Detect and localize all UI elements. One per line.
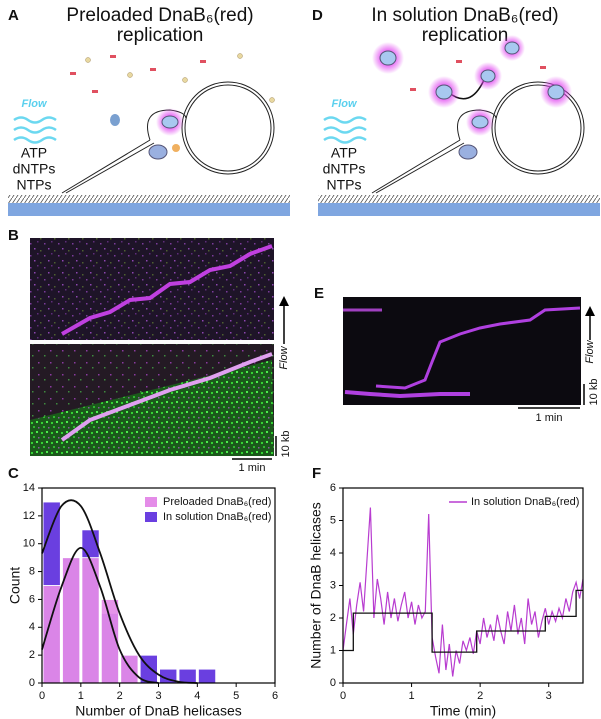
y-tick-label: 2 — [330, 612, 336, 624]
x-tick-label: 5 — [233, 690, 239, 702]
y-axis-label: Count — [7, 567, 23, 604]
legend-label: In solution DnaB₆(red) — [163, 511, 271, 523]
histogram-bar — [197, 668, 217, 684]
x-tick-label: 1 — [409, 690, 415, 702]
length-scale: 10 kb — [588, 379, 600, 406]
y-tick-label: 4 — [29, 621, 35, 633]
reagent: NTPs — [17, 177, 52, 193]
flow-waves — [323, 116, 367, 144]
dna-circle — [181, 81, 275, 175]
protein — [172, 144, 180, 152]
panel-label: D — [312, 7, 323, 24]
dna-strand — [61, 139, 155, 194]
legend-label: Preloaded DnaB₆(red) — [163, 496, 271, 508]
y-tick-label: 10 — [23, 538, 35, 550]
flow-label: Flow — [331, 98, 357, 110]
protein — [110, 114, 120, 126]
x-tick-label: 2 — [117, 690, 123, 702]
flow-arrow-head — [585, 306, 595, 316]
x-tick-label: 3 — [546, 690, 552, 702]
x-tick-label: 2 — [477, 690, 483, 702]
polymerase — [458, 144, 478, 160]
y-tick-label: 12 — [23, 510, 35, 522]
legend-swatch — [145, 497, 157, 507]
kymograph-image — [30, 238, 274, 340]
x-tick-label: 1 — [78, 690, 84, 702]
time-scale: 1 min — [239, 462, 266, 474]
time-scale: 1 min — [536, 412, 563, 424]
line-trace — [342, 507, 584, 677]
flow-label: Flow — [278, 345, 290, 369]
y-tick-label: 0 — [29, 677, 35, 689]
fit-curve — [41, 546, 159, 684]
x-axis-label: Time (min) — [430, 703, 496, 719]
panel-title: replication — [422, 25, 509, 46]
panel-title: Preloaded DnaB₆(red) — [66, 5, 253, 26]
kymograph-image — [343, 297, 581, 405]
x-tick-label: 6 — [272, 690, 278, 702]
x-tick-label: 0 — [39, 690, 45, 702]
histogram-bar — [178, 668, 197, 684]
panel-label: A — [8, 7, 19, 24]
kymograph-trace — [344, 390, 470, 399]
flow-label: Flow — [21, 98, 47, 110]
step-fit — [343, 589, 583, 653]
y-tick-label: 5 — [330, 514, 336, 526]
y-tick-label: 4 — [330, 547, 336, 559]
reagent: dNTPs — [323, 161, 366, 177]
histogram-bar — [120, 654, 139, 684]
x-axis-label: Number of DnaB helicases — [75, 703, 242, 719]
surface-hatch — [318, 195, 600, 203]
reagent: ATP — [331, 145, 357, 161]
fit-curve — [41, 499, 198, 684]
y-tick-label: 2 — [29, 649, 35, 661]
helicases — [372, 35, 572, 136]
kymograph-green — [30, 360, 274, 456]
y-tick-label: 6 — [330, 482, 336, 494]
y-tick-label: 3 — [330, 579, 336, 591]
panel-label: F — [312, 465, 321, 482]
legend-label: In solution DnaB₆(red) — [471, 496, 579, 508]
x-tick-label: 4 — [194, 690, 200, 702]
y-tick-label: 1 — [330, 644, 336, 656]
kymograph-trace — [60, 352, 273, 442]
reagent: NTPs — [327, 177, 362, 193]
legend-swatch — [145, 512, 157, 522]
length-scale: 10 kb — [280, 431, 292, 458]
flow-arrow-head — [279, 296, 289, 306]
helicase — [161, 115, 179, 129]
kymograph-b: B Flow 1 min 10 kb — [8, 227, 292, 474]
schematic-d: D In solution DnaB₆(red) replication Flo… — [312, 5, 600, 216]
y-axis-label: Number of DnaB helicases — [308, 502, 324, 669]
surface — [8, 203, 290, 216]
panel-title: replication — [117, 25, 204, 46]
polymerase — [148, 144, 168, 160]
y-tick-label: 0 — [330, 677, 336, 689]
surface-hatch — [8, 195, 290, 203]
panel-label: E — [314, 285, 324, 302]
reagent: dNTPs — [13, 161, 56, 177]
flow-label: Flow — [584, 339, 596, 363]
kymograph-trace — [375, 306, 581, 390]
dna-circle — [184, 84, 272, 172]
y-tick-label: 6 — [29, 593, 35, 605]
dna-strand — [371, 139, 465, 194]
schematic-a: A Preloaded DnaB₆(red) replication Flow … — [8, 5, 290, 216]
y-tick-label: 8 — [29, 565, 35, 577]
panel-label: B — [8, 227, 19, 244]
kymograph-trace — [61, 244, 273, 336]
flow-waves — [13, 116, 57, 144]
surface — [318, 203, 600, 216]
panel-title: In solution DnaB₆(red) — [371, 5, 558, 26]
panel-label: C — [8, 465, 19, 482]
kymograph-e: E Flow 1 min 10 kb — [314, 285, 600, 424]
dna-circle — [494, 84, 582, 172]
y-tick-label: 14 — [23, 482, 35, 494]
x-tick-label: 3 — [155, 690, 161, 702]
reagent: ATP — [21, 145, 47, 161]
x-tick-label: 0 — [340, 690, 346, 702]
